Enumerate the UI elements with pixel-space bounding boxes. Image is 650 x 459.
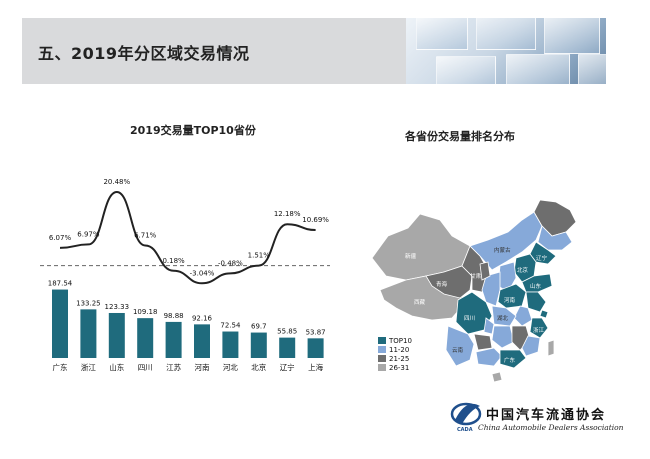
legend-label: 11-20 — [389, 345, 410, 354]
map-region-shanghai — [539, 309, 549, 319]
legend-label: 21-25 — [389, 354, 410, 363]
bar-value-label: 123.33 — [105, 303, 130, 311]
bar — [108, 312, 125, 358]
bar-value-label: 133.25 — [76, 299, 101, 307]
bar — [165, 321, 182, 358]
map-title: 各省份交易量排名分布 — [405, 130, 515, 143]
legend-swatch — [378, 355, 386, 362]
bar — [307, 338, 324, 358]
chart-title: 2019交易量TOP10省份 — [130, 124, 256, 137]
map-label-henan: 河南 — [504, 298, 516, 304]
line-value-label: 12.18% — [274, 210, 301, 218]
map-legend: TOP10 11-20 21-25 26-31 — [378, 336, 432, 372]
map-region-hubei — [491, 305, 517, 327]
bar-value-label: 92.16 — [192, 314, 213, 322]
map-label-xizang: 西藏 — [414, 300, 426, 306]
legend-item-top10: TOP10 — [378, 336, 432, 345]
category-label: 浙江 — [81, 362, 96, 372]
map-label-hubei: 湖北 — [497, 316, 509, 322]
map-label-gansu: 甘肃 — [470, 274, 482, 280]
line-value-label: 0.18% — [162, 257, 185, 265]
logo-abbr: CADA — [457, 427, 473, 433]
category-label: 北京 — [251, 362, 266, 372]
category-label: 四川 — [138, 363, 153, 372]
legend-label: 26-31 — [389, 363, 410, 372]
logo-english: China Automobile Dealers Association — [478, 423, 624, 432]
legend-swatch — [378, 337, 386, 344]
map-label-zhejiang: 浙江 — [533, 328, 545, 334]
map-region-guangdong — [499, 349, 527, 369]
map-region-henan — [497, 283, 527, 309]
bar-value-label: 109.18 — [133, 308, 158, 316]
bar-value-label: 69.7 — [251, 323, 267, 331]
category-label: 河北 — [223, 363, 238, 372]
line-value-label: 6.71% — [134, 231, 157, 239]
map-label-beijing: 北京 — [517, 268, 529, 274]
line-value-label: 1.51% — [248, 252, 271, 260]
legend-swatch — [378, 346, 386, 353]
map-region-yunnan — [445, 325, 475, 367]
header-photo — [406, 18, 606, 84]
bar — [137, 318, 154, 358]
category-label: 江苏 — [166, 362, 181, 372]
category-label: 山东 — [109, 362, 124, 372]
category-label: 广东 — [53, 362, 68, 372]
map-label-liaoning: 辽宁 — [536, 256, 548, 262]
legend-item-11-20: 11-20 — [378, 345, 432, 354]
bar-value-label: 55.85 — [277, 328, 297, 336]
map-label-qinghai: 青海 — [436, 282, 448, 288]
category-label: 上海 — [308, 362, 323, 372]
map-label-sichuan: 四川 — [464, 316, 476, 322]
bar — [279, 337, 296, 358]
map-label-shandong: 山东 — [530, 284, 542, 290]
legend-item-21-25: 21-25 — [378, 354, 432, 363]
map-region-taiwan — [547, 339, 555, 357]
bar-value-label: 53.87 — [306, 328, 326, 336]
line-value-label: 6.97% — [77, 230, 100, 238]
map-region-hunan — [491, 325, 515, 349]
line-value-label: 20.48% — [103, 178, 130, 186]
category-label: 辽宁 — [280, 362, 295, 372]
bar — [80, 309, 97, 358]
bar — [250, 332, 267, 358]
bar-value-label: 187.54 — [48, 280, 73, 288]
bar — [222, 331, 239, 358]
map-region-ningxia — [479, 261, 491, 281]
line-value-label: 6.07% — [49, 234, 72, 242]
map-label-neimenggu: 内蒙古 — [494, 248, 511, 254]
line-value-label: -3.04% — [190, 269, 215, 277]
map-region-shaanxi — [481, 271, 501, 307]
map-label-yunnan: 云南 — [452, 348, 464, 354]
map-label-xinjiang: 新疆 — [405, 254, 417, 260]
legend-swatch — [378, 364, 386, 371]
map-region-hainan — [491, 371, 503, 383]
map-label-guangdong: 广东 — [504, 358, 516, 364]
logo-name: 中国汽车流通协会 — [486, 408, 607, 423]
category-label: 河南 — [195, 362, 210, 372]
map-region-qinghai — [425, 265, 473, 299]
map-region-zhejiang — [529, 317, 549, 339]
legend-label: TOP10 — [389, 336, 412, 345]
line-value-label: 10.69% — [302, 216, 329, 224]
growth-line — [59, 191, 316, 285]
map-region-fujian — [521, 335, 541, 357]
page-title: 五、2019年分区域交易情况 — [38, 44, 250, 63]
map-region-chongqing — [483, 317, 495, 335]
bar — [194, 324, 210, 358]
map-region-jilin — [537, 225, 573, 251]
bar-value-label: 98.88 — [164, 312, 184, 320]
map-region-jiangsu — [525, 291, 547, 313]
map-region-guangxi — [475, 347, 503, 367]
bar — [52, 289, 68, 358]
map-region-guizhou — [473, 333, 493, 351]
map-region-neimenggu — [469, 211, 543, 271]
bar-value-label: 72.54 — [220, 322, 241, 330]
line-value-label: -0.48% — [218, 259, 243, 267]
legend-item-26-31: 26-31 — [378, 363, 432, 372]
